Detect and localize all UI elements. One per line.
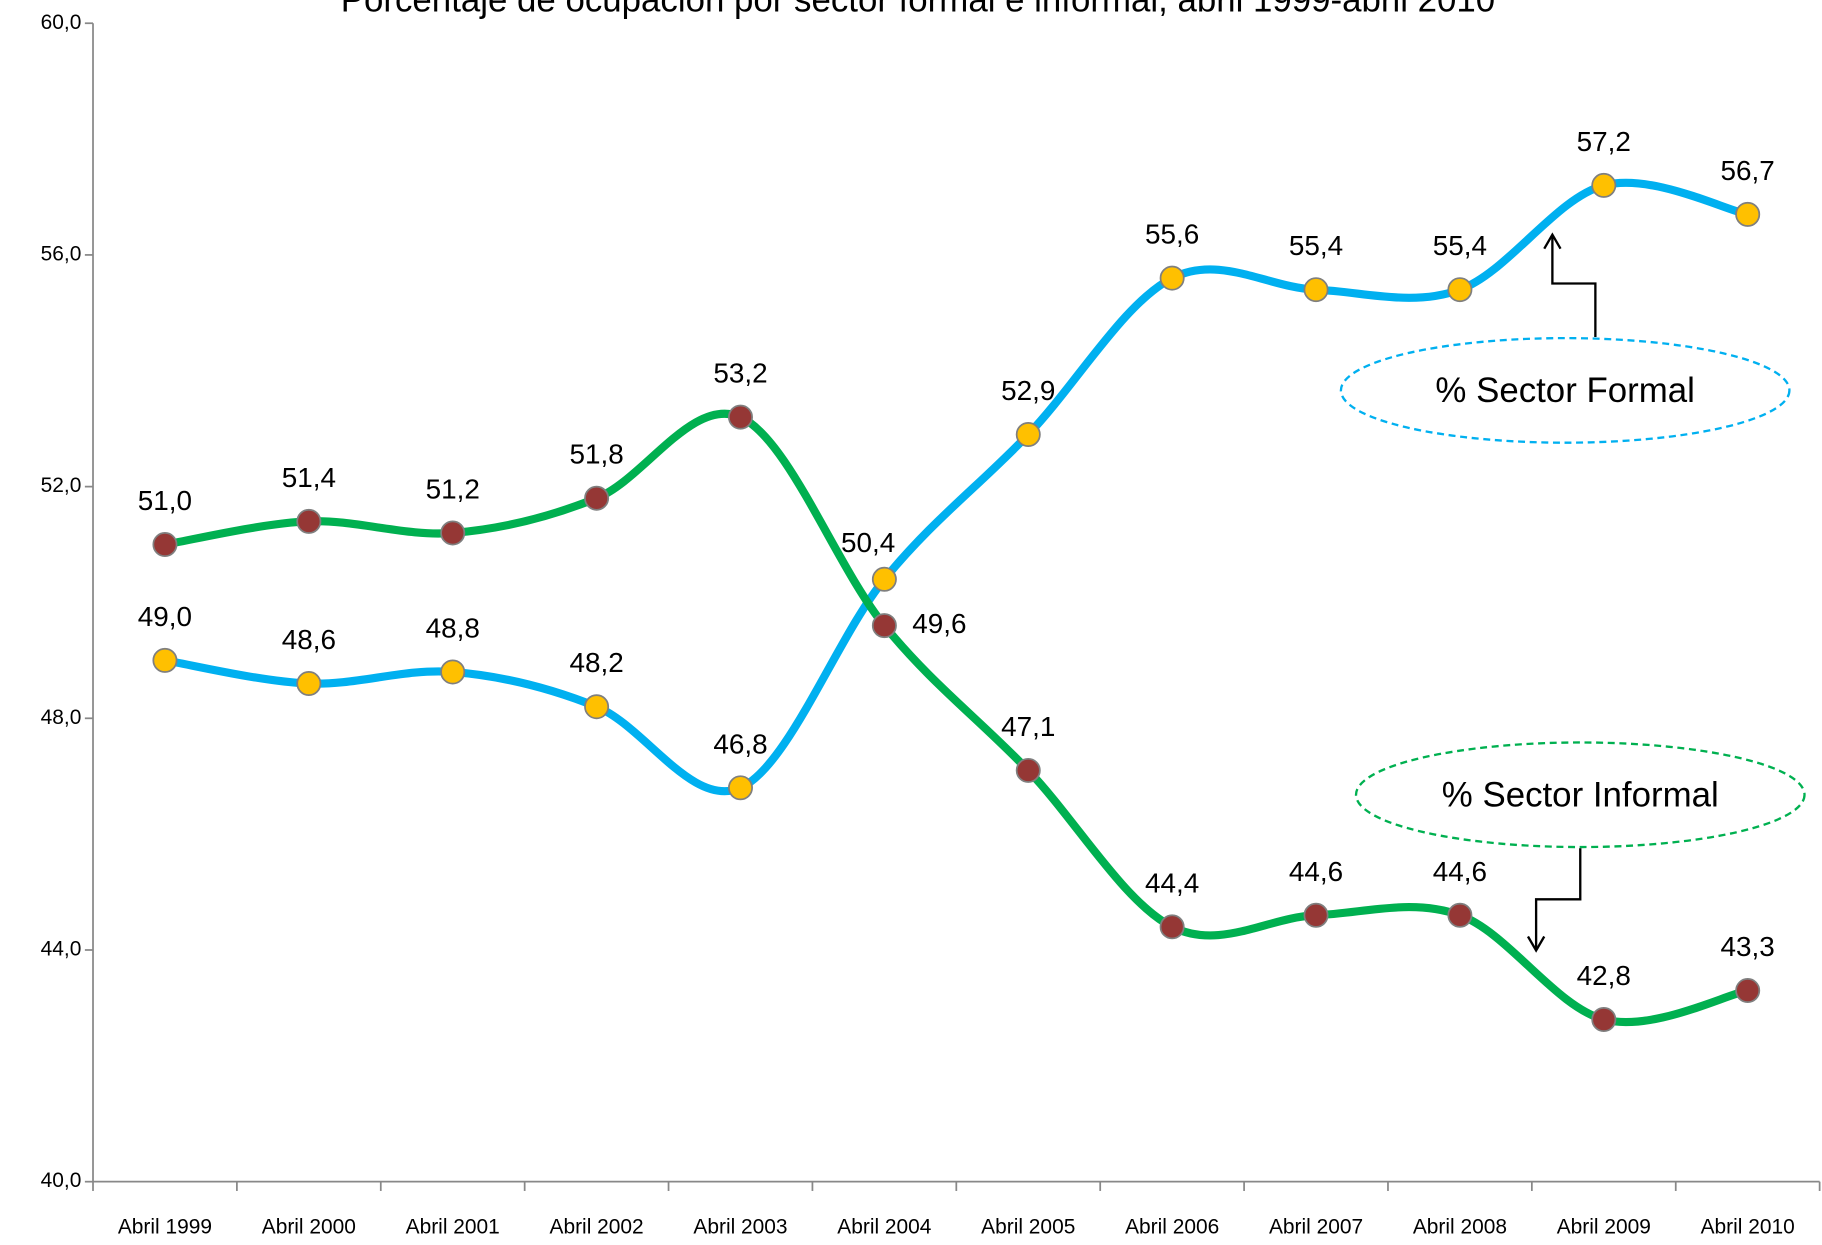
marker: [1447, 277, 1473, 303]
marker: [440, 520, 466, 546]
value-label: 44,6: [1289, 856, 1343, 887]
marker: [1159, 265, 1185, 291]
marker: [1303, 277, 1329, 303]
value-label: 51,2: [426, 473, 480, 504]
marker: [727, 404, 753, 430]
x-tick-label: Abril 2010: [1701, 1216, 1795, 1239]
value-label: 48,8: [426, 612, 480, 643]
y-tick-label: 44,0: [41, 938, 82, 961]
value-label: 42,8: [1577, 960, 1631, 991]
x-tick-label: Abril 2005: [981, 1216, 1075, 1239]
marker: [1735, 978, 1761, 1004]
marker: [1159, 914, 1185, 940]
marker: [727, 775, 753, 801]
value-label: 48,6: [282, 624, 336, 655]
value-label: 52,9: [1001, 375, 1055, 406]
x-tick-label: Abril 2003: [693, 1216, 787, 1239]
value-label: 51,8: [569, 439, 623, 470]
marker: [1015, 421, 1041, 447]
value-label: 50,4: [841, 527, 895, 558]
marker: [1447, 902, 1473, 928]
value-label: 44,6: [1433, 856, 1487, 887]
marker: [871, 613, 897, 639]
value-label: 51,4: [282, 462, 336, 493]
value-label: 53,2: [713, 358, 767, 389]
y-tick-label: 52,0: [41, 474, 82, 497]
x-tick-label: Abril 2007: [1269, 1216, 1363, 1239]
value-label: 56,7: [1721, 155, 1775, 186]
informal-arrow-head: [1526, 935, 1546, 953]
y-tick-label: 60,0: [41, 11, 82, 34]
marker: [871, 566, 897, 592]
marker: [1591, 1007, 1617, 1032]
chart-title: Porcentaje de ocupación por sector forma…: [341, 0, 1495, 20]
formal-annotation: % Sector Formal: [1435, 371, 1694, 410]
value-label: 44,4: [1145, 867, 1199, 898]
formal-arrow-head: [1543, 232, 1562, 250]
marker: [152, 647, 178, 673]
formal-arrow: [1551, 237, 1597, 337]
value-label: 49,0: [138, 601, 192, 632]
value-label: 55,4: [1433, 230, 1487, 261]
marker: [440, 659, 466, 685]
marker: [1735, 201, 1761, 227]
x-tick-label: Abril 2009: [1557, 1216, 1651, 1239]
marker: [296, 671, 322, 697]
x-tick-label: Abril 2004: [837, 1216, 932, 1239]
marker: [584, 694, 610, 720]
marker: [1303, 902, 1329, 928]
value-label: 47,1: [1001, 711, 1055, 742]
x-tick-label: Abril 2001: [406, 1216, 500, 1239]
marker: [296, 508, 322, 534]
x-tick-label: Abril 2000: [262, 1216, 356, 1239]
value-label: 55,6: [1145, 219, 1199, 250]
value-label: 55,4: [1289, 230, 1343, 261]
value-label: 46,8: [713, 728, 767, 759]
informal-arrow: [1534, 848, 1582, 951]
y-tick-label: 40,0: [41, 1169, 82, 1192]
y-tick-label: 56,0: [41, 242, 82, 265]
informal-ellipse: [1354, 741, 1806, 849]
marker: [1591, 172, 1617, 198]
value-label: 43,3: [1721, 931, 1775, 962]
marker: [584, 485, 610, 511]
x-tick-label: Abril 2002: [550, 1216, 644, 1239]
value-label: 48,2: [569, 647, 623, 678]
x-tick-label: Abril 2008: [1413, 1216, 1507, 1239]
formal-ellipse: [1339, 336, 1791, 444]
informal-annotation: % Sector Informal: [1442, 775, 1719, 814]
marker: [152, 532, 178, 558]
marker: [1015, 757, 1041, 783]
value-label: 57,2: [1577, 126, 1631, 157]
x-tick-label: Abril 1999: [118, 1216, 212, 1239]
value-label: 51,0: [138, 485, 192, 516]
value-label: 49,6: [912, 608, 966, 639]
x-tick-label: Abril 2006: [1125, 1216, 1219, 1239]
y-tick-label: 48,0: [41, 706, 82, 729]
